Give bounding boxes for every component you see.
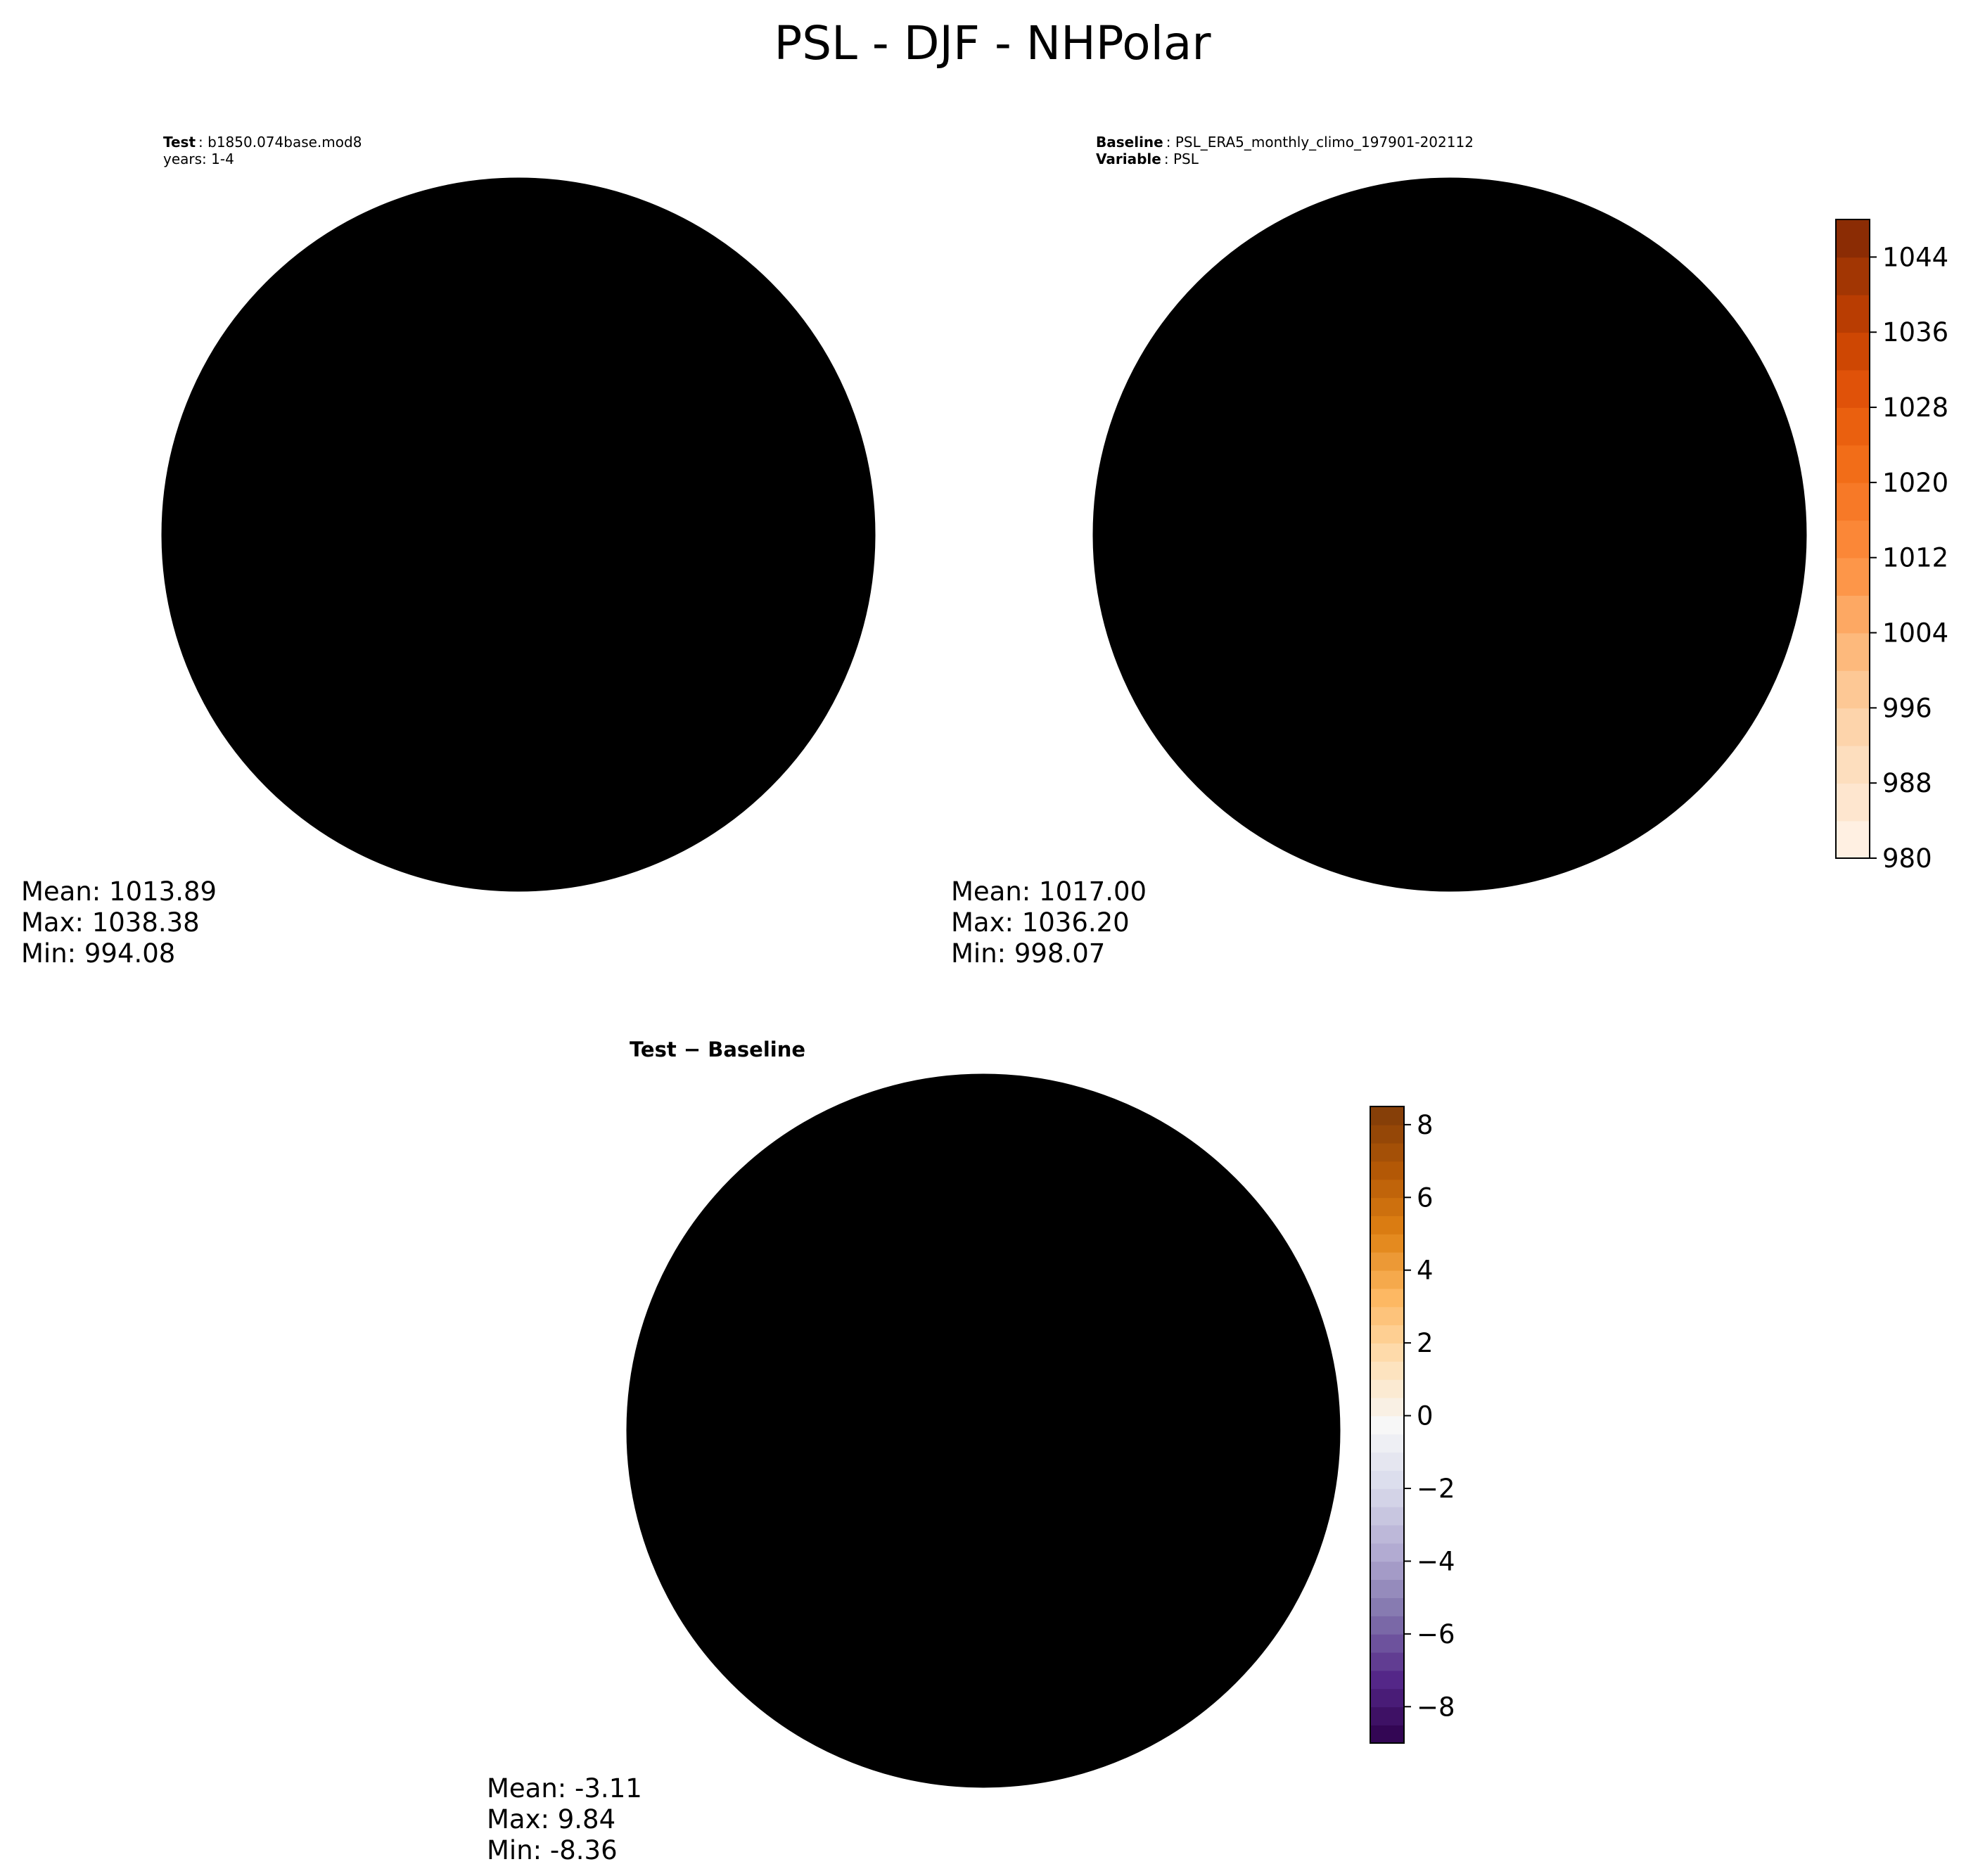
baseline-label: Baseline: PSL_ERA5_monthly_climo_197901-… bbox=[1096, 134, 1474, 151]
field-cell bbox=[576, 888, 587, 891]
field-cell bbox=[1320, 189, 1331, 199]
field-cell bbox=[251, 779, 262, 790]
test-coastlines bbox=[180, 232, 838, 819]
field-cell bbox=[212, 730, 222, 741]
baseline-panel: Baseline: PSL_ERA5_monthly_climo_197901-… bbox=[951, 134, 1807, 969]
field-cell bbox=[320, 838, 331, 849]
field-cell bbox=[645, 868, 656, 879]
field-cell bbox=[1173, 287, 1183, 298]
test-label: Test: b1850.074base.mod8 bbox=[163, 134, 362, 151]
field-cell bbox=[1192, 267, 1203, 278]
field-cell bbox=[793, 760, 803, 770]
field-cell bbox=[773, 277, 784, 288]
field-cell bbox=[1596, 198, 1607, 209]
field-cell bbox=[1704, 277, 1715, 288]
field-cell bbox=[763, 267, 774, 278]
figure-title: PSL - DJF - NHPolar bbox=[774, 16, 1211, 70]
field-cell bbox=[872, 464, 874, 475]
field-cell bbox=[241, 770, 252, 780]
field-cell bbox=[743, 809, 754, 819]
field-cell bbox=[872, 592, 874, 603]
field-cell bbox=[359, 858, 370, 869]
field-cell bbox=[1566, 189, 1577, 199]
field-cell bbox=[793, 297, 803, 307]
field-cell bbox=[872, 474, 874, 485]
field-cell bbox=[606, 179, 616, 189]
field-cell bbox=[862, 632, 872, 642]
field-cell bbox=[684, 208, 695, 219]
field-cell bbox=[1694, 267, 1705, 278]
field-cell bbox=[566, 888, 577, 891]
field-cell bbox=[419, 179, 429, 189]
field-cell bbox=[665, 858, 675, 869]
field-cell bbox=[251, 277, 262, 288]
field-cell bbox=[665, 198, 675, 209]
field-cell bbox=[261, 789, 272, 800]
field-cell bbox=[448, 888, 459, 891]
field-cell bbox=[1724, 297, 1735, 307]
field-cell bbox=[468, 888, 478, 891]
field-cell bbox=[1182, 277, 1193, 288]
field-cell bbox=[704, 838, 715, 849]
field-cell bbox=[389, 189, 400, 199]
field-cell bbox=[842, 681, 853, 691]
field-cell bbox=[172, 651, 183, 662]
test-stat-mean: Mean: 1013.89 bbox=[21, 876, 217, 907]
test-stat-min: Min: 994.08 bbox=[21, 938, 175, 969]
field-cell bbox=[872, 484, 874, 494]
field-cell bbox=[734, 819, 744, 829]
field-cell bbox=[1616, 208, 1626, 219]
field-cell bbox=[1714, 287, 1725, 298]
field-cell bbox=[241, 287, 252, 298]
field-cell bbox=[842, 376, 853, 386]
field-cell bbox=[1350, 179, 1360, 189]
field-cell bbox=[409, 878, 419, 888]
field-cell bbox=[1537, 179, 1547, 189]
field-cell bbox=[1675, 248, 1685, 258]
field-cell bbox=[803, 750, 813, 760]
field-cell bbox=[340, 848, 350, 859]
field-cell bbox=[684, 848, 695, 859]
field-cell bbox=[281, 809, 291, 819]
field-cell bbox=[1242, 228, 1252, 238]
field-cell bbox=[832, 356, 843, 366]
field-cell bbox=[162, 622, 173, 632]
field-cell bbox=[852, 661, 862, 672]
field-cell bbox=[192, 701, 203, 711]
field-cell bbox=[783, 287, 793, 298]
field-cell bbox=[743, 248, 754, 258]
field-cell bbox=[271, 257, 281, 268]
field-cell bbox=[172, 405, 183, 416]
field-cell bbox=[1143, 326, 1154, 337]
field-cell bbox=[852, 395, 862, 406]
field-cell bbox=[1645, 228, 1656, 238]
field-cell bbox=[379, 868, 390, 879]
field-cell bbox=[635, 189, 646, 199]
field-cell bbox=[1685, 257, 1695, 268]
field-cell bbox=[615, 878, 626, 888]
field-cell bbox=[822, 720, 833, 731]
field-cell bbox=[822, 336, 833, 347]
field-cell bbox=[162, 435, 173, 445]
test-stat-max: Max: 1038.38 bbox=[21, 907, 200, 938]
baseline-variable-label: Variable: PSL bbox=[1096, 151, 1199, 167]
field-cell bbox=[862, 425, 872, 435]
field-cell bbox=[261, 267, 272, 278]
field-cell bbox=[832, 701, 843, 711]
test-panel: Test: b1850.074base.mod8 years: 1-4 Mean… bbox=[21, 134, 876, 969]
field-cell bbox=[310, 228, 321, 238]
field-cell bbox=[182, 681, 193, 691]
field-cell bbox=[271, 799, 281, 810]
field-cell bbox=[872, 582, 874, 593]
field-cell bbox=[753, 257, 764, 268]
field-cell bbox=[212, 326, 222, 337]
test-years-label: years: 1-4 bbox=[163, 151, 234, 167]
field-cell bbox=[231, 760, 242, 770]
field-cell bbox=[1202, 257, 1213, 268]
field-cell bbox=[458, 888, 468, 891]
field-cell bbox=[714, 228, 725, 238]
